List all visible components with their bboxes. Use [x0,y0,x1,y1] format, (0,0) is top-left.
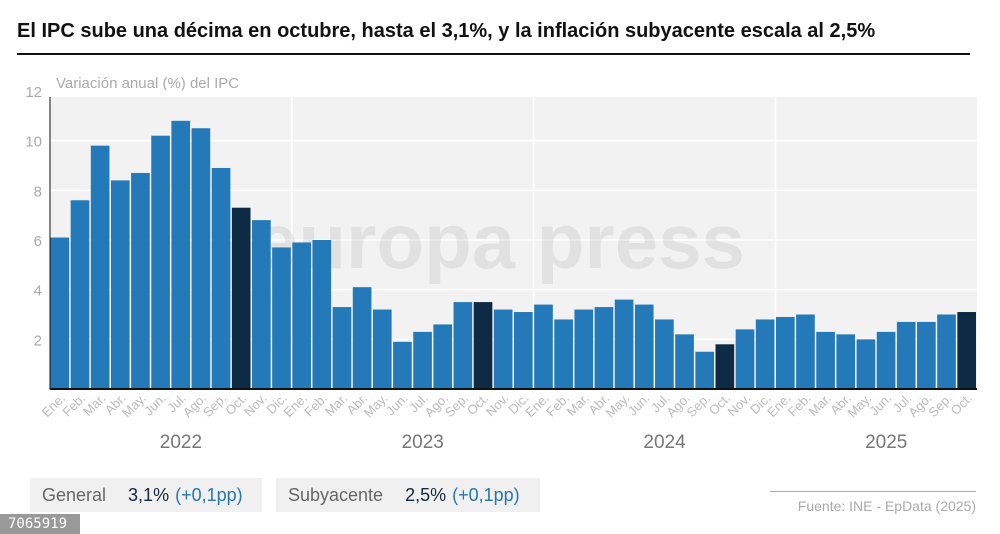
bar-jul-2022 [171,120,191,390]
year-label: 2024 [643,432,686,453]
bar-dic-2023 [514,312,533,389]
bar-mar-2024 [574,309,594,389]
x-tick-label: Oct. [948,391,975,418]
summary-change: (+0,1pp) [452,484,520,505]
bar-jul-2024 [655,319,674,389]
summary-label: General [42,484,107,505]
bar-oct-2025 [957,312,976,389]
bar-feb-2022 [70,200,90,389]
year-label: 2023 [402,432,444,453]
bar-jun-2025 [876,331,896,389]
bar-oct-2024 [715,344,735,389]
year-label: 2022 [160,432,202,453]
bar-ene-2024 [534,304,553,389]
bar-may-2024 [614,299,634,389]
summary-label: Subyacente [288,484,384,505]
bar-jul-2025 [896,321,916,389]
bar-abr-2025 [836,334,856,389]
bar-jul-2023 [413,331,432,389]
bar-ene-2025 [775,316,795,389]
bar-abr-2023 [352,287,372,389]
bar-ago-2023 [433,324,453,389]
bar-oct-2022 [231,207,251,389]
source-note: Fuente: INE - EpData (2025) [797,498,976,514]
summary-value: 3,1% [128,484,170,505]
watermark: europa press [255,197,745,285]
bar-mar-2022 [90,145,110,389]
bar-may-2023 [372,309,392,389]
bar-abr-2024 [594,307,614,389]
bar-oct-2023 [473,302,493,389]
bar-may-2022 [131,172,150,389]
bar-nov-2023 [493,309,513,389]
source-divider [770,491,976,492]
bar-feb-2024 [554,319,573,389]
y-tick-label: 12 [25,84,42,101]
bar-sep-2024 [695,351,715,389]
bar-feb-2023 [312,240,332,389]
bar-ago-2022 [191,128,211,389]
y-axis-label: Variación anual (%) del IPC [56,75,240,92]
bar-sep-2022 [211,167,231,389]
summary-change: (+0,1pp) [175,484,243,505]
bar-nov-2022 [252,220,271,389]
summary-value: 2,5% [405,484,447,505]
photo-id: 7065919 [0,514,80,534]
bar-sep-2025 [937,314,956,389]
y-tick-label: 2 [34,332,42,349]
bar-jun-2024 [634,304,654,389]
y-tick-label: 6 [34,233,42,250]
y-tick-label: 8 [34,183,42,200]
bar-mar-2025 [816,331,835,389]
bar-feb-2025 [796,314,815,389]
bar-dic-2024 [755,319,775,389]
bar-ago-2024 [675,334,694,389]
y-tick-label: 4 [34,283,42,300]
bar-nov-2024 [735,329,755,389]
year-label: 2025 [865,432,907,453]
bar-jun-2023 [393,341,412,389]
bar-ago-2025 [917,321,936,389]
title-divider [17,53,970,55]
y-tick-label: 10 [25,134,42,151]
summary-general: General 3,1% (+0,1pp) [30,478,262,512]
summary-subyacente: Subyacente 2,5% (+0,1pp) [276,478,540,512]
bar-may-2025 [856,339,876,389]
bar-dic-2022 [272,247,291,389]
chart-title: El IPC sube una décima en octubre, hasta… [17,20,876,42]
bar-mar-2023 [332,307,352,389]
bar-jun-2022 [151,135,170,389]
bar-abr-2022 [110,180,130,389]
bar-ene-2023 [292,242,311,389]
bar-ene-2022 [50,237,70,389]
bar-sep-2023 [453,302,473,389]
